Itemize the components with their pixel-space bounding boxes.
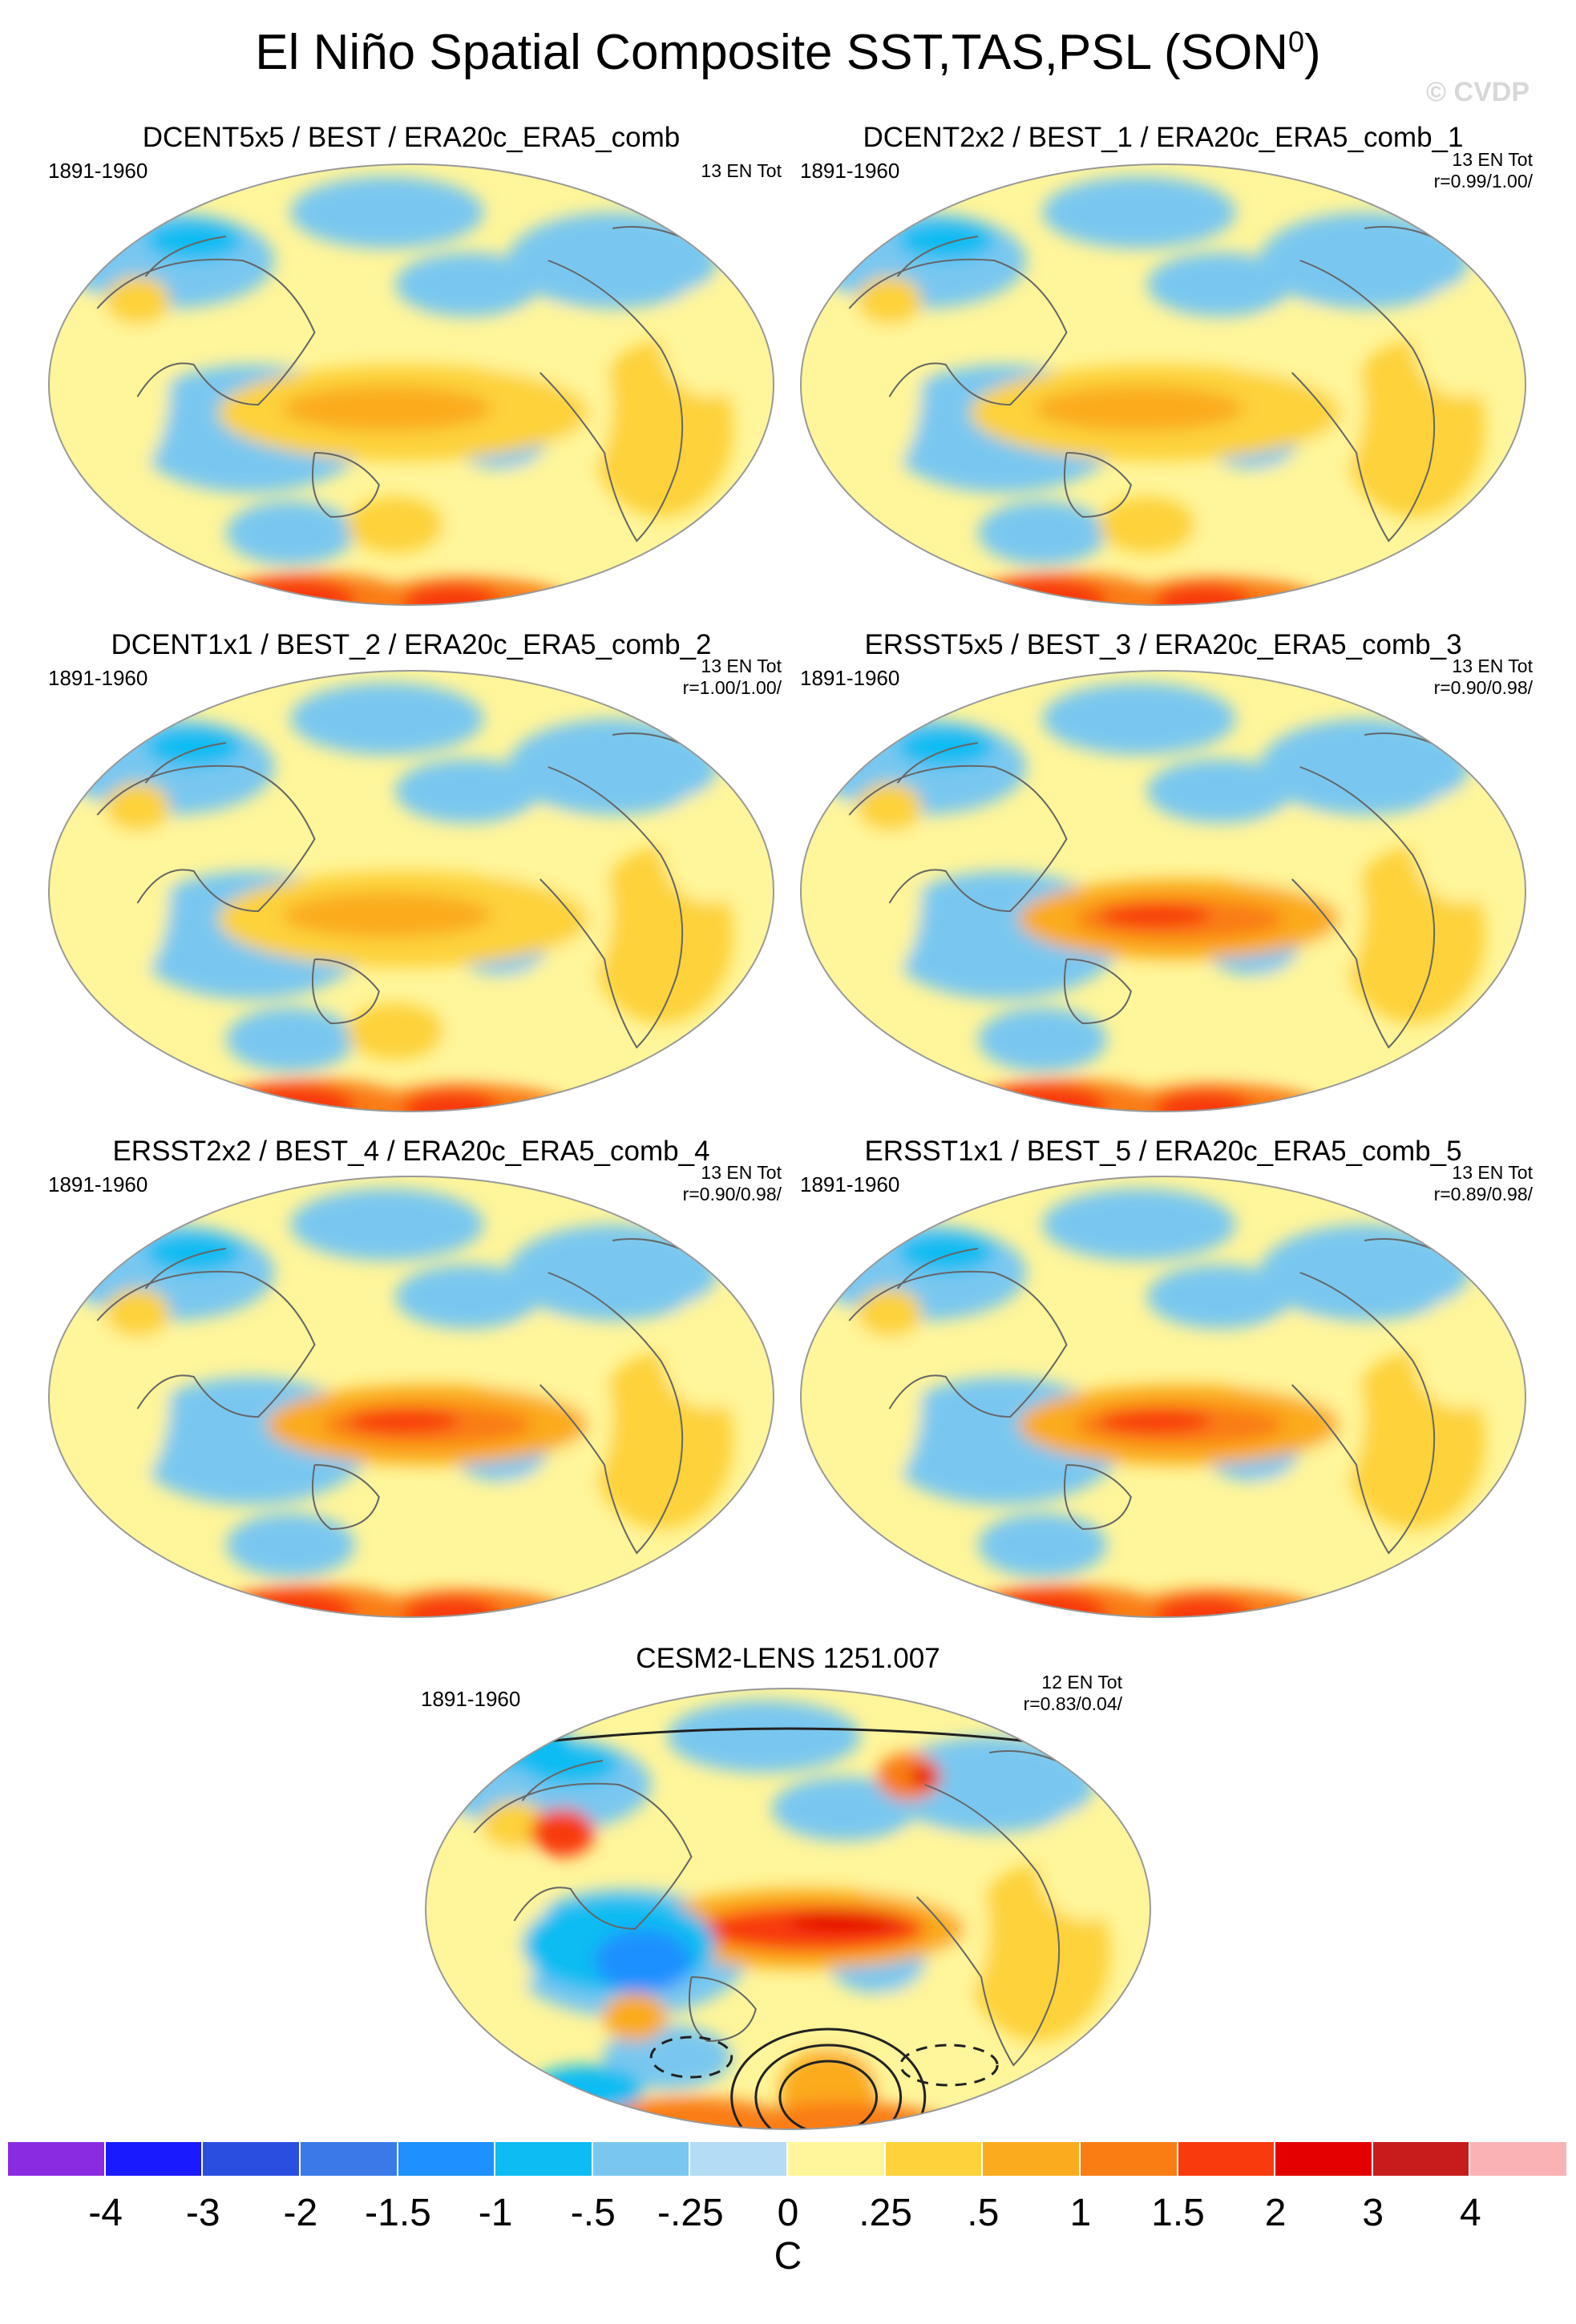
- colorbar-box: [300, 2142, 398, 2176]
- robinson-map: [48, 1176, 774, 1618]
- colorbar-box: [8, 2142, 106, 2176]
- panel-stats: 12 EN Tot r=0.83/0.04/: [1024, 1672, 1122, 1715]
- panel-title: DCENT2x2 / BEST_1 / ERA20c_ERA5_comb_1: [863, 122, 1464, 153]
- panel-stats: 13 EN Tot r=0.90/0.98/: [683, 1162, 782, 1205]
- panel-period: 1891-1960: [48, 159, 148, 183]
- colorbar-box: [885, 2142, 984, 2176]
- event-count: 12 EN Tot: [1041, 1672, 1122, 1693]
- event-count: 13 EN Tot: [1452, 1162, 1533, 1183]
- pattern-correlation: r=0.90/0.98/: [1433, 677, 1533, 698]
- event-count: 13 EN Tot: [701, 1162, 782, 1183]
- panel-period: 1891-1960: [421, 1687, 521, 1711]
- panel-stats: 13 EN Tot: [701, 160, 782, 182]
- cvdp-watermark: © CVDP: [1426, 77, 1530, 107]
- colorbar-tick-label: -3: [185, 2192, 220, 2234]
- colorbar-tick-label: -4: [88, 2192, 123, 2234]
- panel-title: ERSST1x1 / BEST_5 / ERA20c_ERA5_comb_5: [864, 1136, 1462, 1167]
- event-count: 13 EN Tot: [701, 160, 782, 181]
- colorbar-unit: C: [774, 2235, 802, 2278]
- colorbar-box: [1080, 2142, 1178, 2176]
- colorbar-tick-label: -.25: [657, 2192, 724, 2234]
- colorbar-tick-label: 2: [1264, 2192, 1287, 2234]
- panel-period: 1891-1960: [48, 666, 148, 690]
- event-count: 13 EN Tot: [701, 656, 782, 676]
- colorbar-box: [398, 2142, 496, 2176]
- colorbar-box: [1178, 2142, 1276, 2176]
- colorbar-box: [1372, 2142, 1471, 2176]
- robinson-map: [48, 163, 774, 606]
- event-count: 13 EN Tot: [1452, 656, 1533, 676]
- event-count: 13 EN Tot: [1452, 149, 1533, 170]
- pattern-correlation: r=0.99/1.00/: [1433, 171, 1533, 192]
- panel-title: DCENT1x1 / BEST_2 / ERA20c_ERA5_comb_2: [111, 629, 712, 660]
- panel-title: CESM2-LENS 1251.007: [636, 1643, 940, 1674]
- robinson-map: [800, 1176, 1526, 1618]
- colorbar-tick-label: 4: [1460, 2192, 1481, 2234]
- colorbar-box: [105, 2142, 204, 2176]
- pattern-correlation: r=0.89/0.98/: [1433, 1184, 1533, 1204]
- colorbar-box: [690, 2142, 788, 2176]
- colorbar-tick-label: -1.5: [365, 2192, 431, 2234]
- pattern-correlation: r=0.90/0.98/: [682, 1184, 782, 1204]
- colorbar-box: [203, 2142, 301, 2176]
- panel-stats: 13 EN Tot r=0.99/1.00/: [1434, 149, 1533, 192]
- panel-title: ERSST5x5 / BEST_3 / ERA20c_ERA5_comb_3: [864, 629, 1462, 660]
- colorbar-tick-label: 0: [777, 2192, 799, 2234]
- robinson-map: [425, 1688, 1151, 2130]
- panel-period: 1891-1960: [800, 1172, 900, 1196]
- colorbar-tick-label: 3: [1362, 2192, 1384, 2234]
- colorbar-tick-label: -.5: [570, 2192, 616, 2234]
- colorbar-box: [1275, 2142, 1373, 2176]
- robinson-map: [800, 670, 1526, 1112]
- robinson-map: [48, 670, 774, 1112]
- figure-title: El Niño Spatial Composite SST,TAS,PSL (S…: [255, 25, 1321, 80]
- pattern-correlation: r=0.83/0.04/: [1023, 1693, 1122, 1714]
- colorbar-tick-label: -1: [478, 2192, 513, 2234]
- robinson-map: [800, 163, 1526, 606]
- colorbar-box: [788, 2142, 886, 2176]
- colorbar-tick-label: -2: [283, 2192, 318, 2234]
- colorbar-box: [1470, 2142, 1568, 2176]
- panel-period: 1891-1960: [800, 159, 900, 183]
- colorbar-tick-label: .5: [967, 2192, 1000, 2234]
- panel-stats: 13 EN Tot r=0.90/0.98/: [1434, 656, 1533, 699]
- colorbar-tick-label: 1: [1069, 2192, 1092, 2234]
- panel-period: 1891-1960: [48, 1172, 148, 1196]
- colorbar-box: [495, 2142, 593, 2176]
- colorbar-box: [983, 2142, 1081, 2176]
- colorbar-box: [592, 2142, 691, 2176]
- colorbar-tick-label: 1.5: [1151, 2192, 1205, 2234]
- panel-period: 1891-1960: [800, 666, 900, 690]
- panel-title: ERSST2x2 / BEST_4 / ERA20c_ERA5_comb_4: [112, 1136, 710, 1167]
- panel-title: DCENT5x5 / BEST / ERA20c_ERA5_comb: [142, 122, 681, 153]
- colorbar-tick-label: .25: [859, 2192, 912, 2234]
- panel-stats: 13 EN Tot r=0.89/0.98/: [1434, 1162, 1533, 1205]
- panel-stats: 13 EN Tot r=1.00/1.00/: [683, 656, 782, 699]
- pattern-correlation: r=1.00/1.00/: [682, 677, 782, 698]
